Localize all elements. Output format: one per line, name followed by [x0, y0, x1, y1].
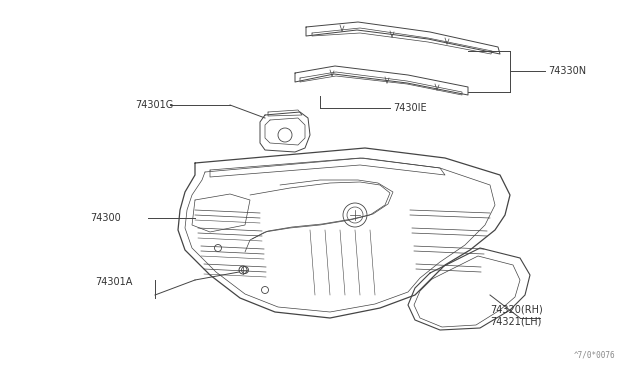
Text: 74301G: 74301G — [135, 100, 173, 110]
Text: ^7/0*0076: ^7/0*0076 — [573, 351, 615, 360]
Text: 7430IE: 7430IE — [393, 103, 427, 113]
Text: 74330N: 74330N — [548, 66, 586, 76]
Text: 74320(RH): 74320(RH) — [490, 305, 543, 315]
Text: 74300: 74300 — [90, 213, 121, 223]
Text: 74321(LH): 74321(LH) — [490, 317, 541, 327]
Text: 74301A: 74301A — [95, 277, 132, 287]
